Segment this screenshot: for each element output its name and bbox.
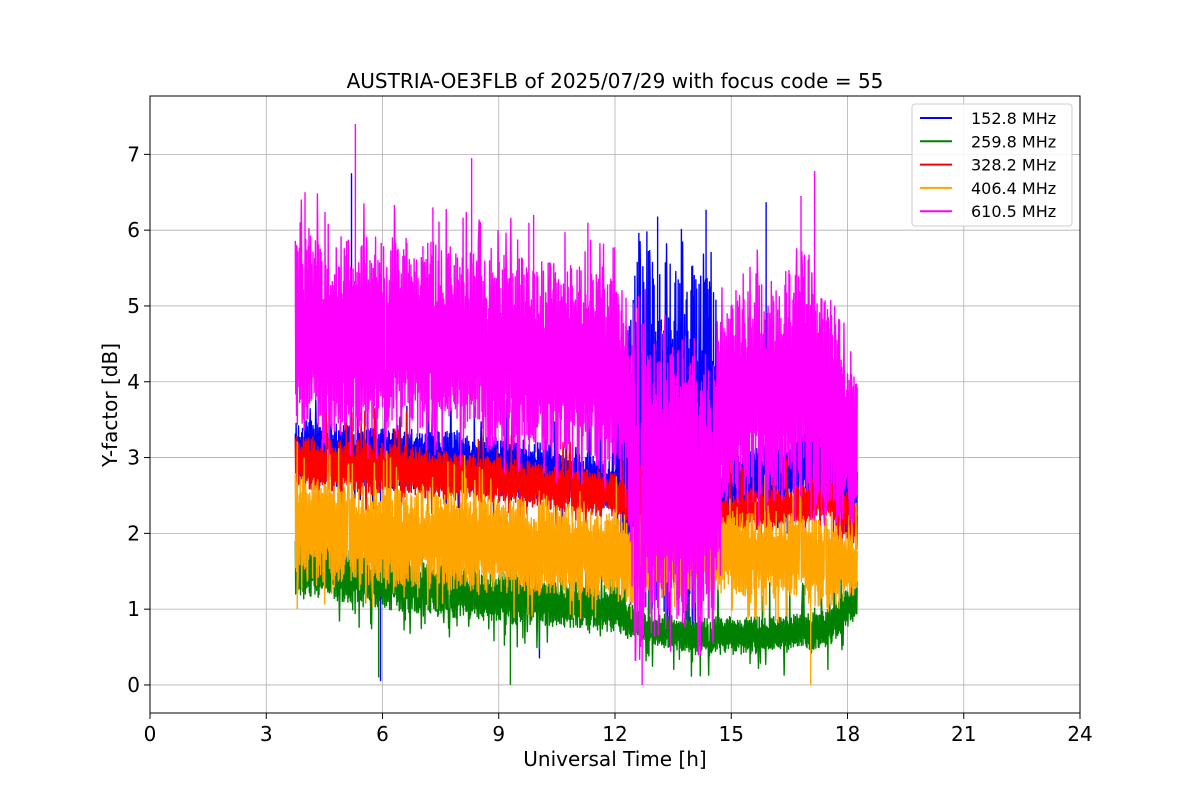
x-tick-label: 15 bbox=[719, 722, 744, 746]
y-tick-label: 6 bbox=[127, 218, 140, 242]
x-tick-label: 0 bbox=[144, 722, 157, 746]
legend-label: 152.8 MHz bbox=[971, 109, 1056, 128]
chart-title: AUSTRIA-OE3FLB of 2025/07/29 with focus … bbox=[347, 69, 884, 93]
x-tick-label: 18 bbox=[835, 722, 860, 746]
y-tick-label: 2 bbox=[127, 521, 140, 545]
legend-label: 328.2 MHz bbox=[971, 156, 1056, 175]
series-line-4 bbox=[294, 441, 858, 685]
series-line-3 bbox=[294, 405, 858, 554]
legend-box bbox=[911, 103, 1073, 227]
y-tick-label: 5 bbox=[127, 294, 140, 318]
x-tick-label: 6 bbox=[376, 722, 389, 746]
legend-label: 610.5 MHz bbox=[971, 202, 1056, 221]
y-tick-label: 7 bbox=[127, 142, 140, 166]
y-tick-label: 0 bbox=[127, 673, 140, 697]
x-tick-label: 9 bbox=[492, 722, 505, 746]
x-axis-label: Universal Time [h] bbox=[523, 747, 706, 771]
x-tick-label: 21 bbox=[951, 722, 976, 746]
x-tick-label: 3 bbox=[260, 722, 273, 746]
legend-label: 406.4 MHz bbox=[971, 179, 1056, 198]
y-tick-label: 1 bbox=[127, 597, 140, 621]
x-tick-label: 24 bbox=[1067, 722, 1092, 746]
legend: 152.8 MHz 259.8 MHz 328.2 MHz 406.4 MHz 610.… bbox=[911, 103, 1073, 227]
series-layer bbox=[294, 124, 858, 685]
y-tick-label: 3 bbox=[127, 446, 140, 470]
legend-label: 259.8 MHz bbox=[971, 132, 1056, 151]
x-tick-label: 12 bbox=[602, 722, 627, 746]
y-axis-label: Y-factor [dB] bbox=[98, 343, 122, 468]
series-line-5 bbox=[294, 124, 858, 685]
y-tick-label: 4 bbox=[127, 370, 140, 394]
